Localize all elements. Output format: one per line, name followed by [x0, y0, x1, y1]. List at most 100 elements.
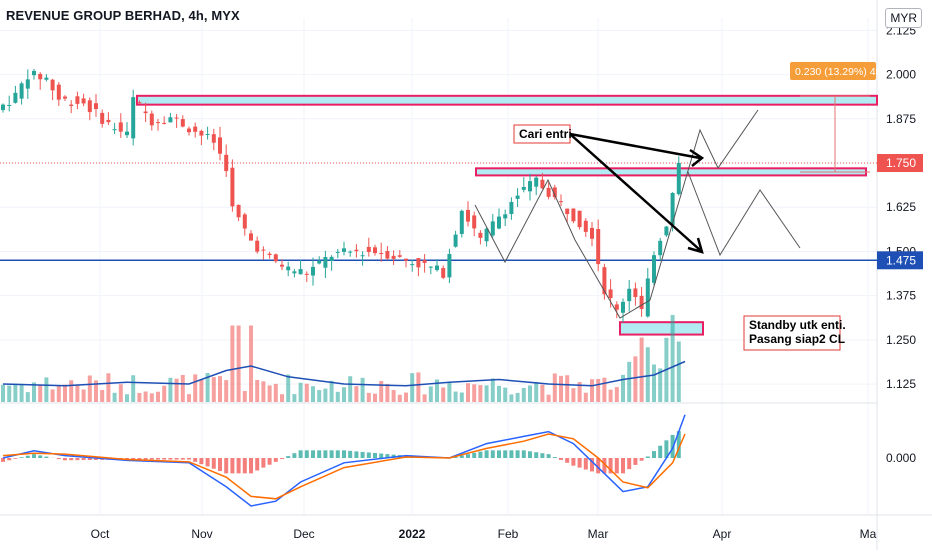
- macd-histogram-bar: [497, 450, 501, 458]
- candle: [627, 289, 631, 301]
- volume-bar: [367, 393, 371, 402]
- x-tick-label: Mar: [588, 527, 609, 541]
- candle: [63, 97, 67, 99]
- macd-histogram-bar: [373, 453, 377, 458]
- volume-bar: [553, 373, 557, 402]
- annotation-standby: Pasang siap2 CL: [749, 332, 845, 346]
- macd-histogram-bar: [82, 458, 86, 460]
- candle: [286, 267, 290, 271]
- candle: [534, 178, 538, 187]
- volume-bar: [627, 362, 631, 402]
- candle: [292, 271, 296, 273]
- candle: [57, 85, 61, 100]
- macd-histogram-bar: [652, 451, 656, 458]
- macd-histogram-bar: [633, 458, 637, 465]
- resistance-zone: [137, 96, 877, 105]
- macd-histogram-bar: [491, 450, 495, 458]
- volume-bar: [522, 388, 526, 402]
- candle: [596, 229, 600, 264]
- macd-histogram-bar: [20, 457, 24, 458]
- macd-histogram-bar: [478, 452, 482, 458]
- candle: [423, 260, 427, 263]
- volume-bar: [559, 376, 563, 402]
- volume-bar: [168, 378, 172, 402]
- candle: [137, 102, 141, 103]
- candle: [404, 259, 408, 261]
- volume-bar: [640, 338, 644, 402]
- volume-bar: [547, 395, 551, 402]
- macd-histogram-bar: [658, 446, 662, 458]
- currency-selector[interactable]: MYR: [885, 8, 922, 28]
- macd-histogram-bar: [336, 450, 340, 458]
- macd-histogram-bar: [522, 450, 526, 458]
- candle: [503, 214, 507, 218]
- candle: [280, 265, 284, 267]
- volume-bar: [75, 385, 79, 402]
- candle: [565, 209, 569, 214]
- macd-histogram-bar: [150, 458, 154, 460]
- volume-bar: [150, 393, 154, 402]
- macd-histogram-bar: [69, 458, 73, 460]
- volume-bar: [398, 395, 402, 402]
- candle: [69, 105, 73, 106]
- macd-histogram-bar: [466, 454, 470, 458]
- candle: [131, 97, 135, 138]
- volume-bar: [646, 347, 650, 402]
- candle: [472, 215, 476, 228]
- candle: [330, 257, 334, 261]
- candle: [255, 241, 259, 252]
- macd-histogram-bar: [230, 458, 234, 473]
- candle: [478, 233, 482, 238]
- candle: [323, 257, 327, 268]
- volume-bar: [540, 385, 544, 402]
- macd-histogram-bar: [559, 458, 563, 460]
- price-tag-label: 1.750: [886, 156, 916, 170]
- volume-bar: [416, 372, 420, 402]
- candle: [311, 267, 315, 276]
- volume-bar: [82, 389, 86, 402]
- candle: [162, 123, 166, 124]
- volume-bar: [243, 391, 247, 402]
- volume-bar: [280, 394, 284, 402]
- candle: [392, 256, 396, 259]
- y-tick-label: 1.375: [886, 289, 916, 303]
- candle: [212, 134, 216, 143]
- macd-histogram-bar: [534, 452, 538, 458]
- macd-histogram-bar: [1, 458, 5, 462]
- price-range-label: 0.230 (13.29%) 46: [795, 66, 882, 78]
- x-tick-label: 2022: [399, 527, 426, 541]
- volume-bar: [119, 384, 123, 402]
- volume-bar: [336, 392, 340, 402]
- candle: [261, 250, 265, 251]
- macd-histogram-bar: [26, 456, 30, 458]
- volume-bar: [144, 392, 148, 402]
- candle: [547, 188, 551, 197]
- candle: [237, 205, 241, 217]
- candle: [51, 80, 55, 91]
- volume-bar: [137, 393, 141, 402]
- candle: [144, 112, 148, 114]
- volume-bar: [379, 381, 383, 402]
- macd-histogram-bar: [175, 458, 179, 460]
- macd-histogram-bar: [299, 450, 303, 458]
- volume-bar: [472, 384, 476, 402]
- candle: [671, 193, 675, 225]
- candle: [590, 228, 594, 239]
- volume-bar: [1, 385, 5, 402]
- volume-bar: [175, 379, 179, 402]
- macd-histogram-bar: [193, 458, 197, 462]
- volume-bar: [162, 386, 166, 402]
- candle: [361, 255, 365, 256]
- macd-histogram-bar: [57, 458, 61, 459]
- volume-bar: [274, 384, 278, 402]
- macd-histogram-bar: [485, 450, 489, 458]
- candle: [100, 113, 104, 124]
- volume-bar: [385, 384, 389, 402]
- volume-bar: [354, 386, 358, 402]
- volume-bar: [255, 380, 259, 402]
- macd-histogram-bar: [144, 458, 148, 460]
- candle: [584, 221, 588, 232]
- macd-histogram-bar: [578, 458, 582, 468]
